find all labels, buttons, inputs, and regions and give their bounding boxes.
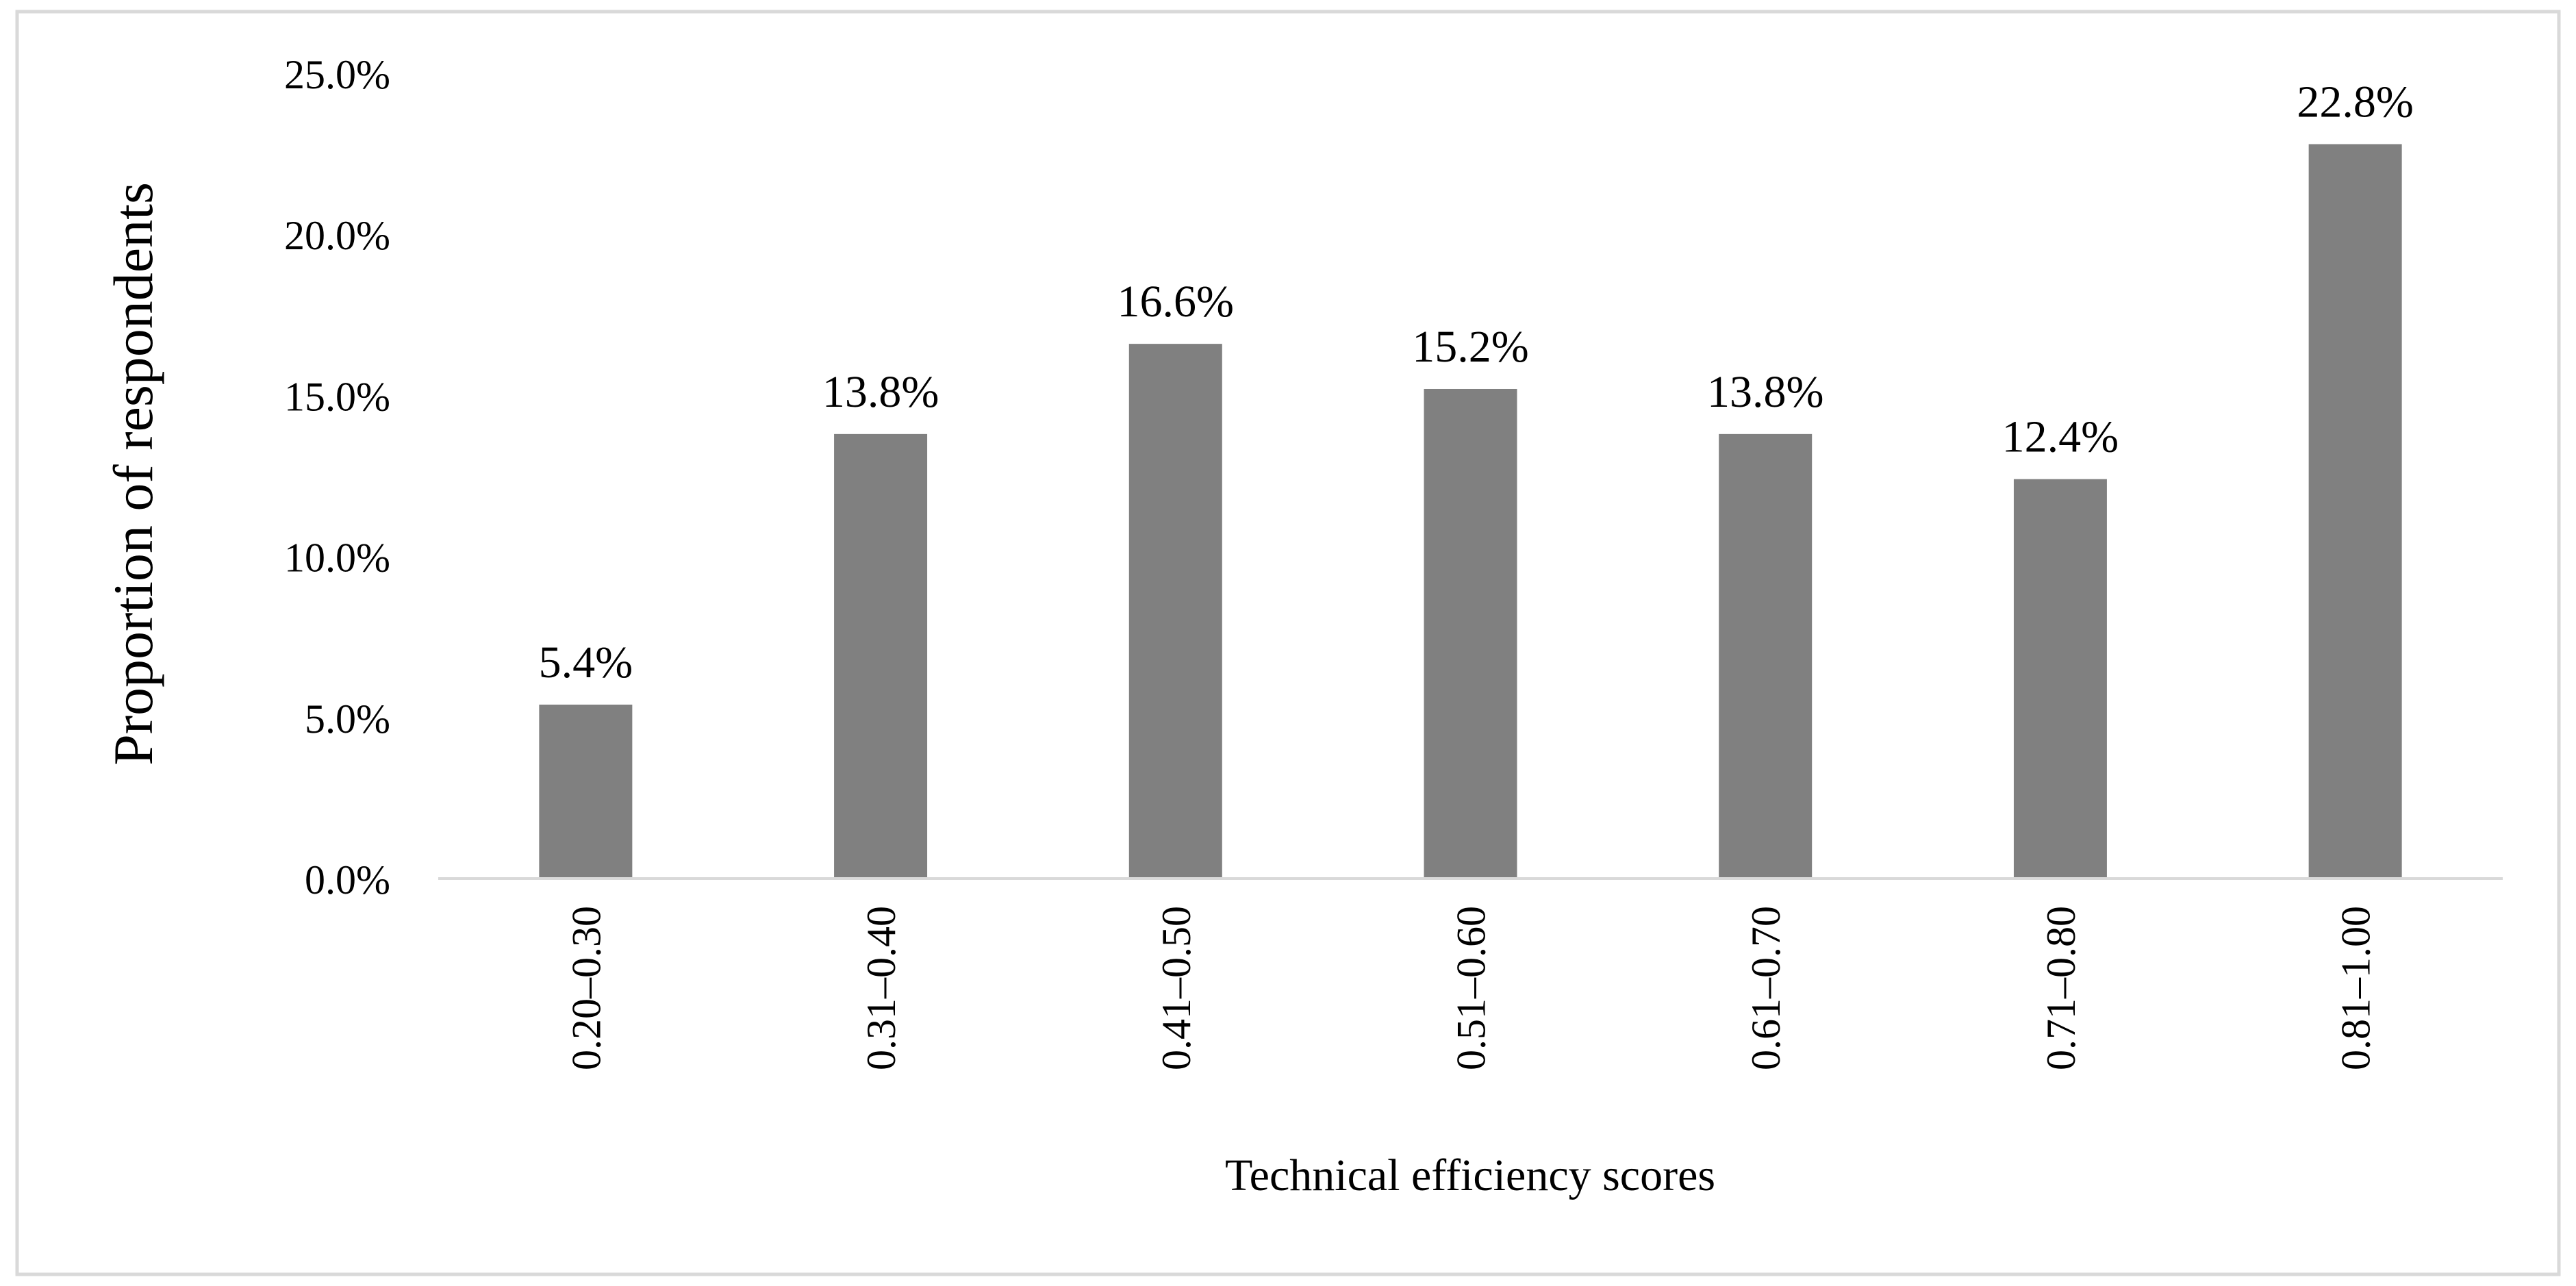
y-tick-label: 25.0% (284, 52, 390, 97)
x-tick-label: 0.81–1.00 (2334, 906, 2379, 1070)
bar (834, 433, 928, 879)
y-tick-label: 10.0% (284, 535, 390, 581)
x-tick-label: 0.51–0.60 (1449, 906, 1494, 1070)
x-axis-title: Technical efficiency scores (1225, 1150, 1715, 1200)
data-label: 5.4% (539, 638, 633, 688)
data-label: 13.8% (1707, 367, 1823, 417)
bars (539, 144, 2402, 879)
data-label: 12.4% (2002, 412, 2119, 462)
x-tick-label: 0.41–0.50 (1154, 906, 1199, 1070)
y-axis-ticks: 0.0% 5.0% 10.0% 15.0% 20.0% 25.0% (284, 52, 390, 903)
y-tick-label: 5.0% (305, 696, 390, 742)
bar (1128, 344, 1222, 879)
data-label: 13.8% (822, 367, 939, 417)
bar (539, 704, 633, 879)
y-tick-label: 15.0% (284, 374, 390, 419)
data-label: 15.2% (1412, 322, 1528, 372)
bar (2308, 144, 2402, 879)
y-tick-label: 20.0% (284, 213, 390, 258)
y-axis-title: Proportion of respondents (102, 182, 164, 766)
y-tick-label: 0.0% (305, 857, 390, 903)
bar (2013, 479, 2107, 879)
bar (1719, 433, 1813, 879)
data-label: 16.6% (1117, 277, 1234, 327)
x-axis-ticks: 0.20–0.30 0.31–0.40 0.41–0.50 0.51–0.60 0.61… (564, 906, 2378, 1070)
x-tick-label: 0.61–0.70 (1743, 906, 1789, 1070)
chart-border (15, 10, 2561, 1276)
x-tick-label: 0.71–0.80 (2038, 906, 2084, 1070)
data-labels: 5.4% 13.8% 16.6% 15.2% 13.8% 12.4% 22.8% (539, 77, 2414, 687)
x-tick-label: 0.31–0.40 (859, 906, 904, 1070)
bar (1424, 388, 1517, 879)
data-label: 22.8% (2297, 77, 2413, 127)
x-tick-label: 0.20–0.30 (564, 906, 609, 1070)
